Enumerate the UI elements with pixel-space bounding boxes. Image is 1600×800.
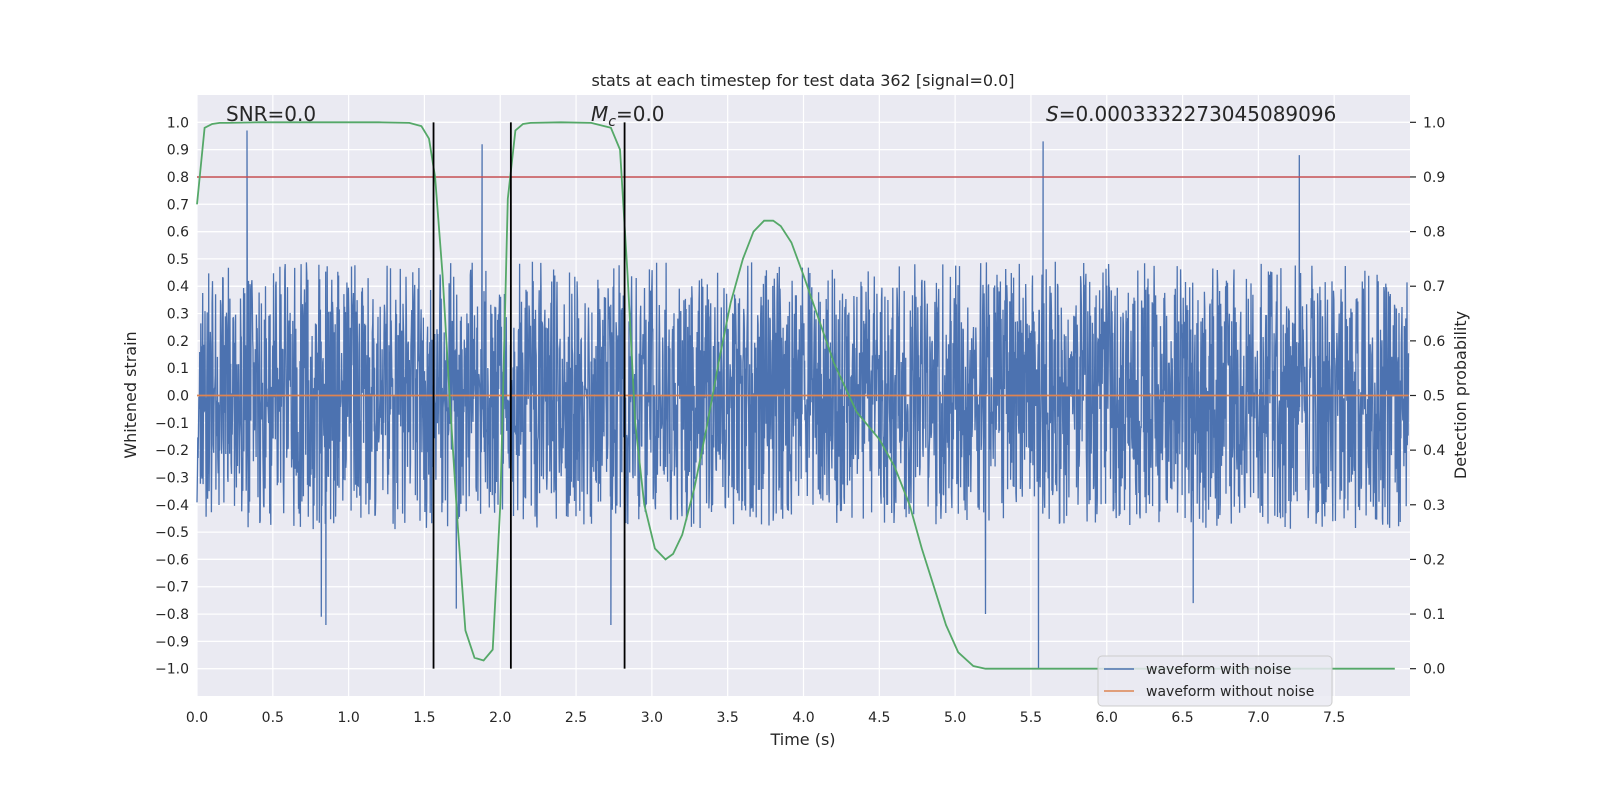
y-tick-label: −0.7 [155, 580, 189, 596]
x-tick-label: 7.0 [1247, 710, 1269, 726]
noise-waveform-line [196, 130, 1410, 669]
y-tick-label: −0.5 [155, 525, 189, 541]
vertical-markers [432, 122, 626, 669]
chirp-mass-subscript: c [608, 114, 616, 130]
detection-probability-line [196, 121, 1395, 670]
x-tick-label: 1.5 [413, 710, 435, 726]
x-tick-label: 4.0 [792, 710, 814, 726]
x-tick-label: 4.5 [868, 710, 890, 726]
x-tick-label: 3.0 [641, 710, 663, 726]
y-tick-label: 0.5 [167, 252, 189, 268]
y-tick-label: 0.3 [167, 307, 189, 323]
y-tick-label: 0.8 [167, 170, 189, 186]
right-y-tick-label: 0.4 [1423, 443, 1445, 459]
y-tick-label: 0.1 [167, 361, 189, 377]
y-axis-ticks: 1.0 0.9 0.8 0.7 0.6 0.5 0.4 0.3 0.2 0.1 0.0 −0.1 −0.… [155, 115, 189, 677]
noise-waveform-series [196, 130, 1410, 669]
right-y-tick-label: 0.0 [1423, 662, 1445, 678]
right-y-tick-label: 0.7 [1423, 279, 1445, 295]
right-y-axis-ticks: 1.0 0.9 0.8 0.7 0.6 0.5 0.4 0.3 0.2 0.1 0.0 [1410, 115, 1445, 678]
x-tick-label: 5.0 [944, 710, 966, 726]
y-tick-label: −0.2 [155, 443, 189, 459]
x-tick-label: 1.0 [337, 710, 359, 726]
right-y-tick-label: 0.8 [1423, 225, 1445, 241]
y-tick-label: 1.0 [167, 115, 189, 131]
detection-probability-series [196, 121, 1395, 670]
score-symbol: S [1046, 102, 1059, 126]
right-y-tick-label: 0.9 [1423, 170, 1445, 186]
score-value: =0.0003332273045089096 [1059, 102, 1337, 126]
right-y-tick-label: 0.3 [1423, 498, 1445, 514]
x-tick-label: 3.5 [717, 710, 739, 726]
y-tick-label: −0.8 [155, 607, 189, 623]
x-tick-label: 0.0 [186, 710, 208, 726]
y-tick-label: 0.0 [167, 389, 189, 405]
y-tick-label: −0.3 [155, 470, 189, 486]
right-y-tick-label: 0.1 [1423, 607, 1445, 623]
right-y-tick-label: 0.2 [1423, 552, 1445, 568]
chart-title: stats at each timestep for test data 362… [591, 71, 1014, 90]
chirp-mass-annotation: Mc=0.0 [591, 102, 665, 130]
right-y-tick-label: 0.6 [1423, 334, 1445, 350]
y-tick-label: −0.6 [155, 552, 189, 568]
right-y-tick-label: 0.5 [1423, 389, 1445, 405]
chirp-mass-symbol: M [591, 102, 608, 126]
y-axis-label: Whitened strain [121, 331, 140, 458]
x-tick-label: 6.0 [1096, 710, 1118, 726]
y-tick-label: 0.9 [167, 143, 189, 159]
x-tick-label: 5.5 [1020, 710, 1042, 726]
legend-box [1097, 655, 1333, 707]
x-tick-label: 2.0 [489, 710, 511, 726]
x-tick-label: 7.5 [1323, 710, 1345, 726]
legend-label-clean: waveform without noise [1146, 684, 1314, 700]
x-tick-label: 0.5 [262, 710, 284, 726]
x-tick-label: 2.5 [565, 710, 587, 726]
y-tick-label: 0.7 [167, 197, 189, 213]
right-y-axis-label: Detection probability [1451, 311, 1470, 479]
chirp-mass-value: =0.0 [616, 102, 665, 126]
y-tick-label: 0.2 [167, 334, 189, 350]
y-tick-label: −0.9 [155, 634, 189, 650]
score-annotation: S=0.0003332273045089096 [1046, 102, 1336, 126]
y-tick-label: −0.4 [155, 498, 189, 514]
legend: waveform with noise waveform without noi… [1097, 655, 1333, 707]
right-y-tick-label: 1.0 [1423, 115, 1445, 131]
y-tick-label: 0.6 [167, 225, 189, 241]
x-tick-label: 6.5 [1171, 710, 1193, 726]
y-tick-label: 0.4 [167, 279, 189, 295]
snr-annotation: SNR=0.0 [226, 102, 316, 126]
x-axis-label: Time (s) [769, 730, 835, 749]
y-tick-label: −1.0 [155, 662, 189, 678]
legend-label-noise: waveform with noise [1146, 662, 1291, 678]
x-axis-ticks: 0.0 0.5 1.0 1.5 2.0 2.5 3.0 3.5 4.0 4.5 5.0 5.5 6.0 6… [186, 710, 1345, 726]
y-tick-label: −0.1 [155, 416, 189, 432]
